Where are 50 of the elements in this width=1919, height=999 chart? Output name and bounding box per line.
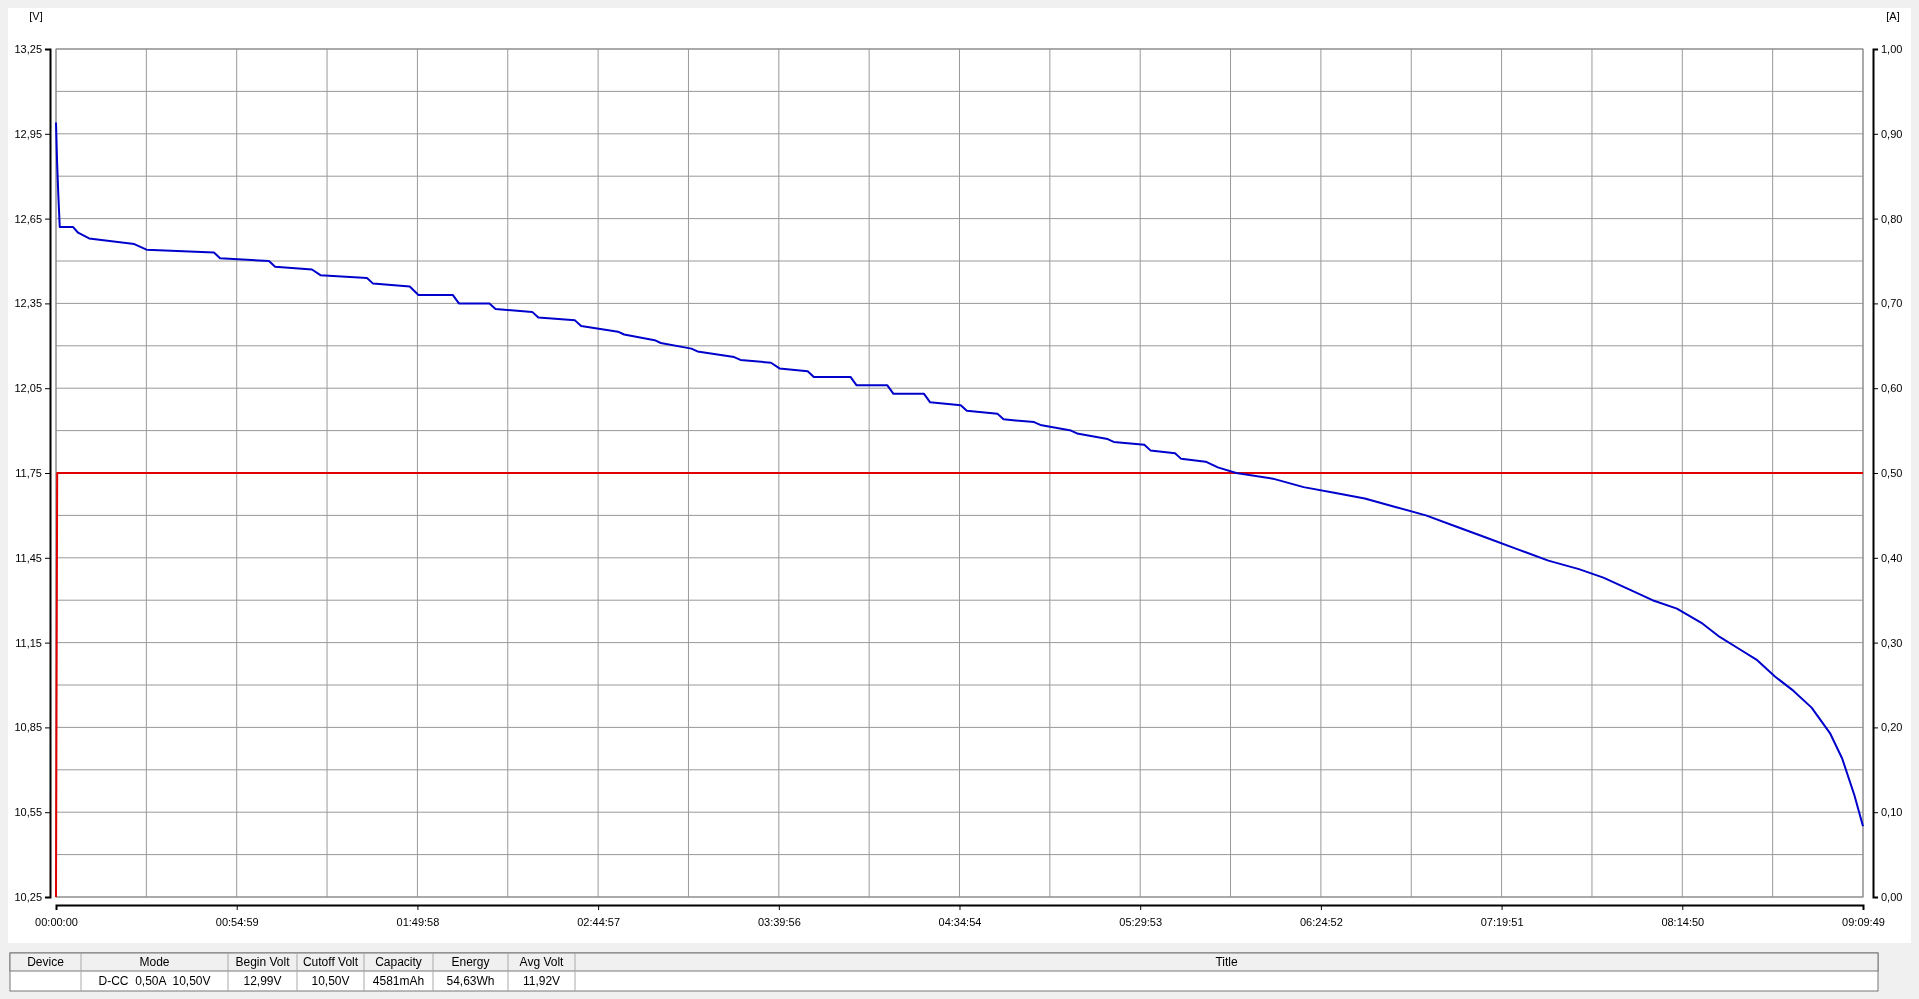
text: Begin Volt — [235, 955, 291, 969]
y2-tick-label: 1,00 — [1881, 43, 1903, 56]
y2-tick-label: 0,70 — [1881, 297, 1903, 310]
text: 12,99V — [243, 974, 282, 988]
y2-tick-label: 0,20 — [1881, 721, 1903, 734]
y-tick-label: 12,05 — [14, 382, 42, 395]
y-tick-label: 10,85 — [14, 721, 42, 734]
y2-tick-label: 0,50 — [1881, 467, 1903, 480]
y-tick-label: 12,65 — [14, 212, 42, 225]
y-tick-label: 12,35 — [14, 297, 42, 310]
text: Cutoff Volt — [302, 955, 359, 969]
y-tick-label: 11,15 — [15, 636, 42, 649]
y-tick-label: 13,25 — [14, 43, 42, 56]
y2-tick-label: 0,00 — [1881, 891, 1903, 904]
y2-tick-label: 0,90 — [1881, 127, 1903, 140]
y-tick-label: 12,95 — [14, 127, 42, 140]
y-tick-label: 10,25 — [14, 891, 42, 904]
x-tick-label: 01:49:58 — [396, 916, 440, 929]
x-tick-label: 06:24:52 — [1299, 916, 1343, 929]
y-tick-label: 10,55 — [14, 806, 42, 819]
x-tick-label: 02:44:57 — [577, 916, 621, 929]
y2-tick-label: 0,80 — [1881, 212, 1903, 225]
y-axis-title: [V] — [29, 10, 43, 22]
y2-tick-label: 0,60 — [1881, 382, 1903, 395]
x-tick-label: 09:09:49 — [1842, 916, 1885, 929]
x-tick-label: 05:29:53 — [1119, 916, 1163, 929]
y-tick-label: 11,45 — [15, 551, 42, 564]
text: Capacity — [375, 955, 422, 969]
line-series — [55, 121, 1864, 828]
y2-axis-title: [A] — [1886, 10, 1900, 22]
y-tick-label: 11,75 — [15, 467, 42, 480]
y2-tick-label: 0,40 — [1881, 551, 1903, 564]
text: Energy — [451, 955, 490, 969]
text: D-CC 0,50A 10,50V — [98, 974, 211, 988]
y2-tick-label: 0,30 — [1881, 636, 1903, 649]
text: 11,92V — [522, 974, 561, 988]
x-tick-label: 03:39:56 — [757, 916, 801, 929]
x-tick-label: 07:19:51 — [1480, 916, 1524, 929]
x-tick-label: 08:14:50 — [1661, 916, 1705, 929]
text: 10,50V — [311, 974, 350, 988]
y2-tick-label: 0,10 — [1881, 806, 1903, 819]
text: 4581mAh — [372, 974, 425, 988]
text: 54,63Wh — [446, 974, 495, 988]
text: Title — [1215, 955, 1238, 969]
x-tick-label: 00:00:00 — [35, 916, 78, 929]
x-tick-label: 04:34:54 — [938, 916, 982, 929]
text: Mode — [139, 955, 170, 969]
text: Device — [27, 955, 65, 969]
x-tick-label: 00:54:59 — [215, 916, 259, 929]
text: Avg Volt — [519, 955, 565, 969]
